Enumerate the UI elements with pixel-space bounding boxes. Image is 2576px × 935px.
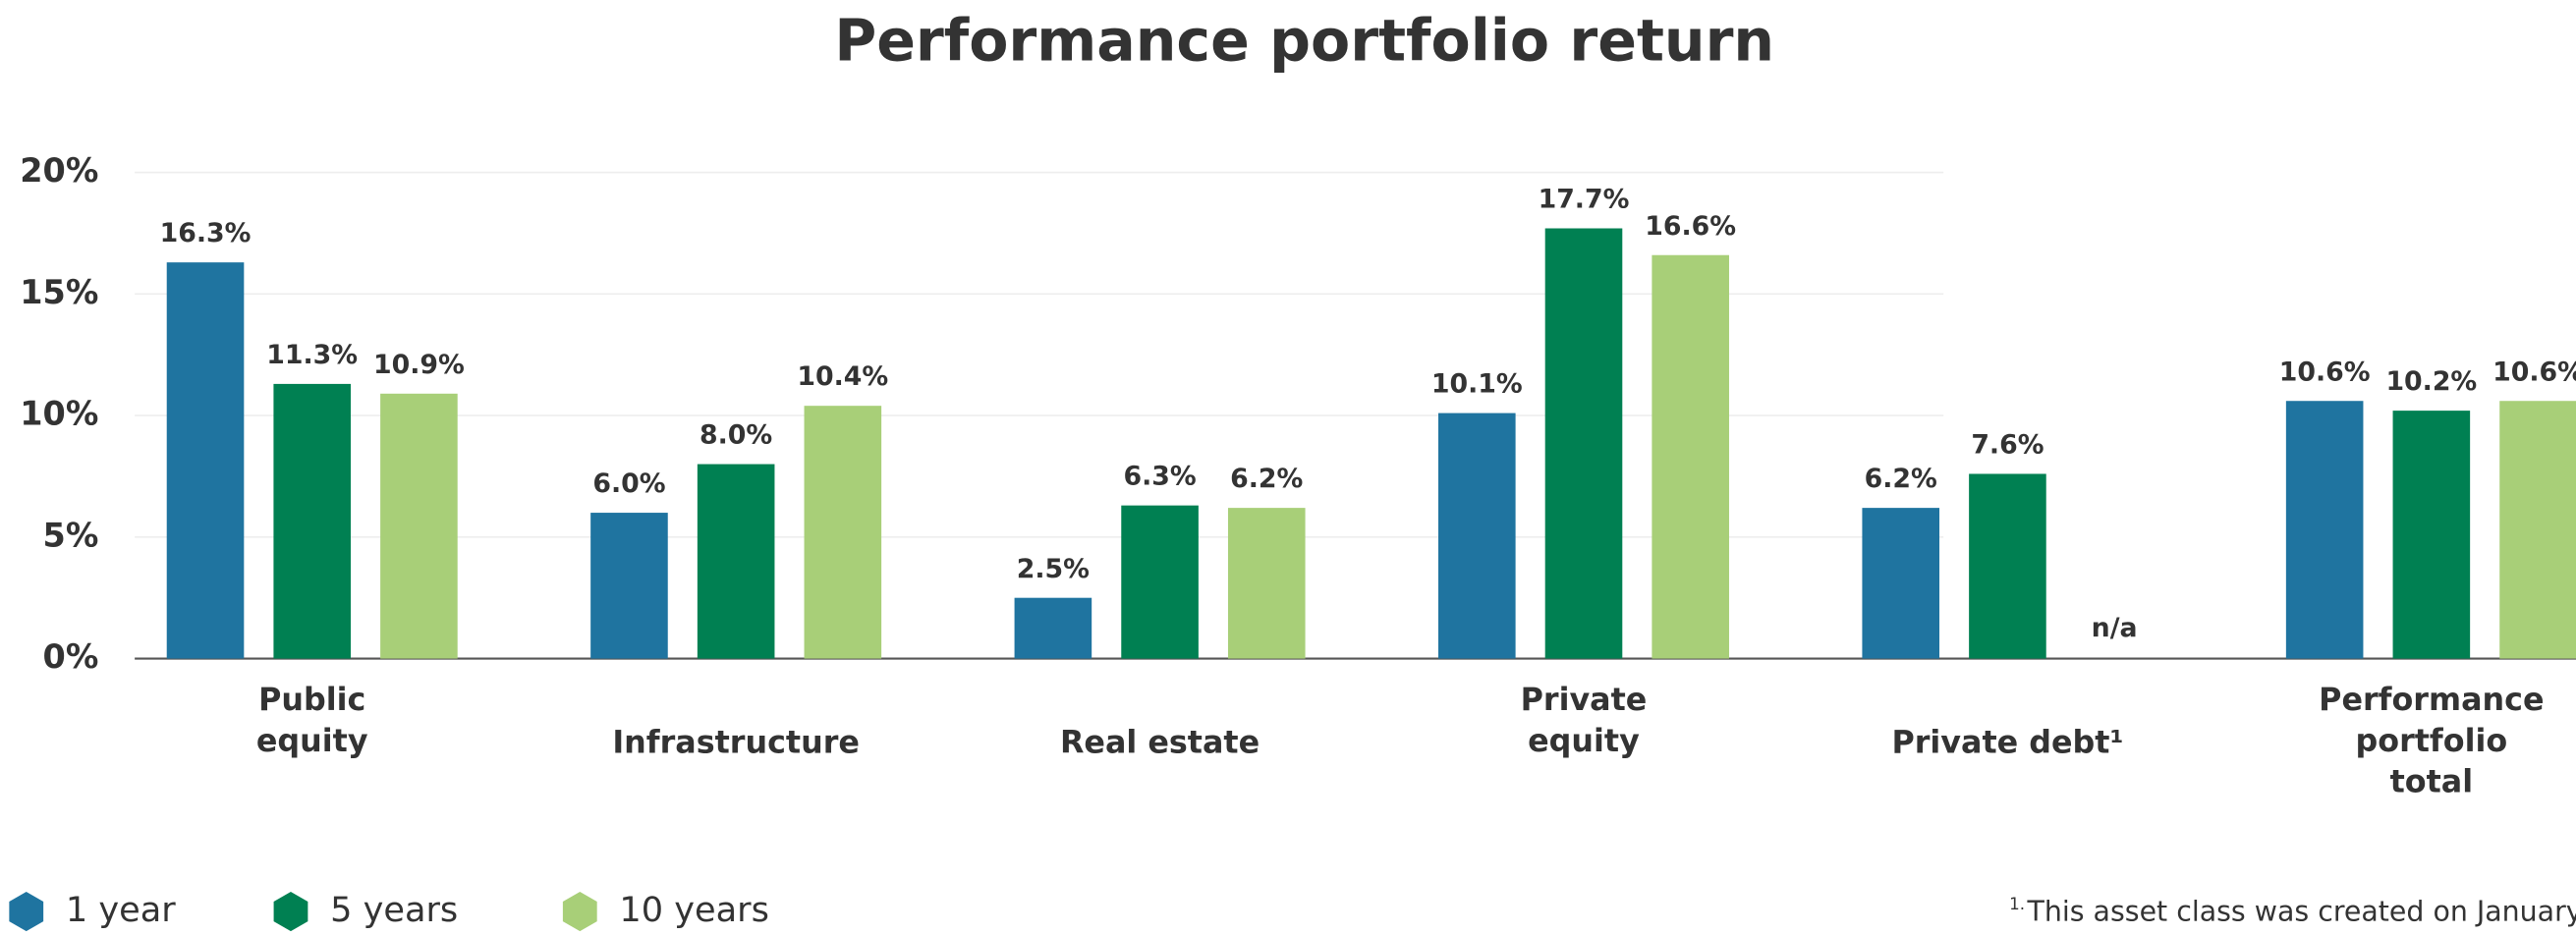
value-label: 2.5% [1017, 554, 1090, 584]
legend-swatch [9, 892, 44, 932]
value-label: 8.0% [700, 420, 772, 451]
bar [1969, 473, 2046, 659]
bar [2285, 401, 2364, 659]
bar [1227, 508, 1306, 659]
x-tick-label: Private debt¹ [1891, 726, 2123, 761]
legend-swatch [273, 892, 308, 932]
x-tick-label-line: total [2390, 765, 2474, 800]
bar [697, 464, 775, 659]
value-label: 10.1% [1431, 369, 1523, 400]
x-tick-label-line: equity [256, 724, 368, 759]
bar [380, 393, 458, 659]
chart-title: Performance portfolio return [834, 7, 1774, 74]
y-tick-label: 0% [43, 637, 99, 676]
x-tick-label-line: equity [1528, 724, 1640, 759]
value-label: 6.2% [1865, 464, 1937, 494]
y-tick-label: 20% [20, 151, 98, 190]
value-label: 10.9% [373, 350, 465, 380]
footnote-marker: 1. [2009, 894, 2025, 913]
x-tick-label-line: Real estate [1060, 726, 1260, 761]
legend-label: 5 years [330, 890, 458, 930]
x-tick-label-line: portfolio [2356, 724, 2508, 759]
legend-label: 1 year [66, 890, 176, 930]
value-label: 10.6% [2492, 357, 2576, 387]
x-tick-label: Infrastructure [612, 726, 860, 761]
bar [1014, 597, 1092, 659]
value-label: 6.3% [1123, 462, 1196, 492]
value-label: 11.3% [266, 340, 358, 370]
bar [1544, 228, 1623, 659]
value-label: n/a [2092, 613, 2138, 643]
bar [1438, 412, 1516, 659]
bar [2499, 401, 2576, 659]
x-tick-label: Private equity [1521, 683, 1648, 759]
y-tick-label: 5% [43, 516, 99, 554]
x-tick-label-line: Private [1521, 683, 1648, 718]
bar [1862, 508, 1940, 659]
x-tick-label-line: Private debt¹ [1891, 726, 2123, 761]
bar [2392, 411, 2471, 659]
bar [166, 262, 245, 659]
bar [1652, 254, 1729, 659]
bar [273, 383, 352, 659]
value-label: 17.7% [1539, 185, 1630, 215]
bar [590, 513, 668, 659]
x-tick-label: Real estate [1060, 726, 1260, 761]
bar [804, 406, 882, 659]
value-label: 7.6% [1971, 430, 2044, 461]
x-tick-label: Performance portfolio total [2319, 683, 2544, 800]
value-label: 10.4% [797, 361, 888, 392]
legend-label: 10 years [619, 890, 768, 930]
x-tick-label-line: Performance [2319, 683, 2544, 718]
footnote-text: This asset class was created on January … [2026, 896, 2576, 928]
y-tick-label: 10% [20, 395, 98, 433]
value-label: 6.2% [1230, 464, 1303, 494]
x-tick-label-line: Public [258, 683, 365, 718]
y-tick-label: 15% [20, 273, 98, 311]
x-tick-label-line: Infrastructure [612, 726, 860, 761]
bar [1121, 505, 1199, 659]
value-label: 6.0% [592, 468, 665, 499]
value-label: 10.2% [2385, 366, 2477, 397]
value-label: 16.3% [160, 218, 252, 248]
value-label: 10.6% [2279, 357, 2371, 387]
legend-swatch [562, 892, 597, 932]
x-tick-label: Public equity [256, 683, 368, 759]
value-label: 16.6% [1645, 211, 1736, 242]
